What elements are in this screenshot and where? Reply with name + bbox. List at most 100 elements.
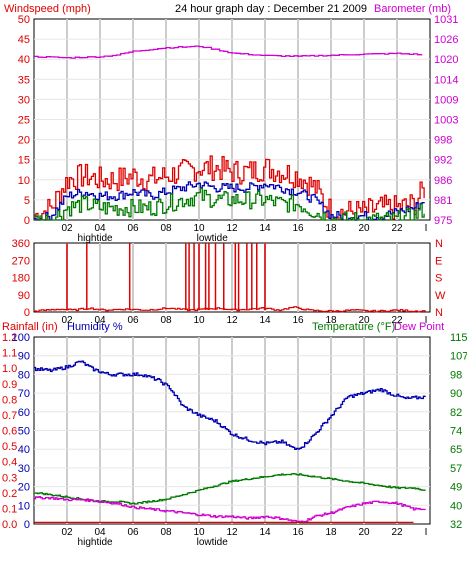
windspeed-ytick: 45 xyxy=(18,34,30,46)
direction-compass-label: S xyxy=(435,273,442,285)
wind-blue-series-line xyxy=(34,181,425,221)
climate-panel-tide-label: lowtide xyxy=(197,537,229,548)
direction-panel-xtick: 06 xyxy=(127,315,139,326)
rainfall-ytick: 0.9 xyxy=(2,379,17,391)
barometer-series-line xyxy=(34,45,423,59)
temperature-ytick: 98 xyxy=(450,369,462,381)
rainfall-legend-label: Rainfall (in) xyxy=(2,321,58,333)
wind-red-series-line xyxy=(34,155,425,221)
wind-panel-xtick: 06 xyxy=(127,223,139,234)
graph-title: 24 hour graph day : December 21 2009 xyxy=(175,3,367,15)
barometer-header-label: Barometer (mb) xyxy=(374,3,451,15)
wind-panel-xtick: 04 xyxy=(94,223,106,234)
barometer-ytick: 992 xyxy=(434,155,452,167)
windspeed-ytick: 10 xyxy=(18,175,30,187)
humidity-ytick: 100 xyxy=(12,332,30,344)
direction-panel-xtick: 18 xyxy=(325,315,337,326)
direction-series-line xyxy=(34,306,426,313)
humidity-legend-label: Humidity % xyxy=(67,321,123,333)
windspeed-ytick: 15 xyxy=(18,155,30,167)
climate-panel-xtick: 12 xyxy=(226,527,238,538)
wind-panel-xtick: 10 xyxy=(193,223,205,234)
wind-panel-xtick: 18 xyxy=(325,223,337,234)
windspeed-ytick: 0 xyxy=(24,215,30,227)
windspeed-header-label: Windspeed (mph) xyxy=(4,3,91,15)
wind-panel-xtick: 08 xyxy=(160,223,172,234)
temperature-ytick: 115 xyxy=(450,332,467,344)
climate-panel-xtick: 02 xyxy=(61,527,73,538)
temperature-ytick: 49 xyxy=(450,482,462,494)
direction-ytick: 0 xyxy=(24,307,30,319)
humidity-ytick: 50 xyxy=(18,426,30,438)
direction-compass-label: E xyxy=(435,255,442,267)
windspeed-ytick: 20 xyxy=(18,135,30,147)
humidity-ytick: 30 xyxy=(18,463,30,475)
dewpoint-legend-label: Dew Point xyxy=(394,321,444,333)
rainfall-ytick: 0.5 xyxy=(2,441,17,453)
barometer-ytick: 1031 xyxy=(434,14,458,26)
barometer-ytick: 1020 xyxy=(434,54,458,66)
climate-panel-xtick: 06 xyxy=(127,527,139,538)
humidity-ytick: 80 xyxy=(18,369,30,381)
wind-panel-xtick: 02 xyxy=(61,223,73,234)
temperature-ytick: 40 xyxy=(450,500,462,512)
temperature-ytick: 65 xyxy=(450,444,462,456)
rainfall-ytick: 0.3 xyxy=(2,472,17,484)
climate-panel-xtick: 22 xyxy=(391,527,403,538)
direction-compass-label: N xyxy=(435,238,443,250)
climate-panel-xtick: 20 xyxy=(358,527,370,538)
windspeed-ytick: 50 xyxy=(18,14,30,26)
direction-panel-xtick: 12 xyxy=(226,315,238,326)
humidity-ytick: 40 xyxy=(18,444,30,456)
climate-panel-xtick: 08 xyxy=(160,527,172,538)
direction-panel-xtick: 14 xyxy=(259,315,271,326)
direction-panel-xtick-end: I xyxy=(425,315,428,326)
barometer-ytick: 998 xyxy=(434,135,452,147)
direction-panel-xtick: 08 xyxy=(160,315,172,326)
climate-panel-tide-label: hightide xyxy=(78,537,113,548)
barometer-ytick: 981 xyxy=(434,195,452,207)
temperature-ytick: 32 xyxy=(450,519,462,531)
humidity-ytick: 0 xyxy=(24,519,30,531)
direction-ytick: 360 xyxy=(12,238,30,250)
direction-ytick: 270 xyxy=(12,255,30,267)
humidity-ytick: 10 xyxy=(18,500,30,512)
direction-panel-xtick: 16 xyxy=(292,315,304,326)
windspeed-ytick: 35 xyxy=(18,74,30,86)
wind-panel-xtick-end: I xyxy=(425,223,428,234)
rainfall-ytick: 0.6 xyxy=(2,426,17,438)
climate-panel-xtick: 18 xyxy=(325,527,337,538)
humidity-ytick: 20 xyxy=(18,482,30,494)
rainfall-ytick: 0.7 xyxy=(2,410,17,422)
temperature-legend-label: Temperature (°F) xyxy=(312,321,395,333)
humidity-ytick: 70 xyxy=(18,388,30,400)
rainfall-ytick: 0.2 xyxy=(2,488,17,500)
barometer-ytick: 1014 xyxy=(434,74,458,86)
temperature-ytick: 74 xyxy=(450,426,462,438)
humidity-ytick: 90 xyxy=(18,351,30,363)
wind-panel-xtick: 22 xyxy=(391,223,403,234)
wind-green-series-line xyxy=(34,187,425,221)
climate-panel-xtick: 04 xyxy=(94,527,106,538)
rainfall-ytick: 1.2 xyxy=(2,332,17,344)
climate-panel-xtick: 10 xyxy=(193,527,205,538)
windspeed-ytick: 25 xyxy=(18,115,30,127)
humidity-ytick: 60 xyxy=(18,407,30,419)
barometer-ytick: 1026 xyxy=(434,34,458,46)
direction-panel-xtick: 22 xyxy=(391,315,403,326)
barometer-ytick: 975 xyxy=(434,215,452,227)
rainfall-ytick: 1.1 xyxy=(2,348,17,360)
direction-panel-xtick: 02 xyxy=(61,315,73,326)
direction-panel-xtick: 20 xyxy=(358,315,370,326)
wind-panel-tide-label: lowtide xyxy=(197,233,229,244)
windspeed-ytick: 40 xyxy=(18,54,30,66)
barometer-ytick: 1003 xyxy=(434,115,458,127)
direction-panel-xtick: 10 xyxy=(193,315,205,326)
rainfall-ytick: 0.0 xyxy=(2,519,17,531)
rainfall-ytick: 0.1 xyxy=(2,503,17,515)
wind-panel-tide-label: hightide xyxy=(78,233,113,244)
rainfall-ytick: 0.4 xyxy=(2,457,17,469)
rainfall-ytick: 0.8 xyxy=(2,394,17,406)
